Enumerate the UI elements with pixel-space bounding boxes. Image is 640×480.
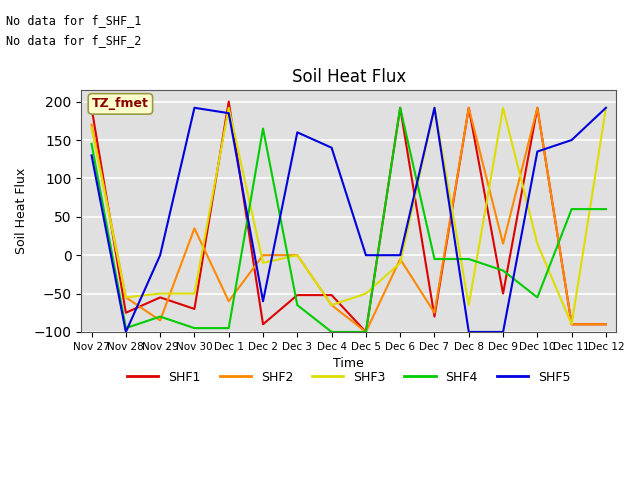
- Title: Soil Heat Flux: Soil Heat Flux: [292, 68, 406, 86]
- Y-axis label: Soil Heat Flux: Soil Heat Flux: [15, 168, 28, 254]
- Legend: SHF1, SHF2, SHF3, SHF4, SHF5: SHF1, SHF2, SHF3, SHF4, SHF5: [122, 366, 575, 389]
- Text: No data for f_SHF_2: No data for f_SHF_2: [6, 34, 142, 47]
- X-axis label: Time: Time: [333, 357, 364, 370]
- Text: No data for f_SHF_1: No data for f_SHF_1: [6, 14, 142, 27]
- Text: TZ_fmet: TZ_fmet: [92, 97, 149, 110]
